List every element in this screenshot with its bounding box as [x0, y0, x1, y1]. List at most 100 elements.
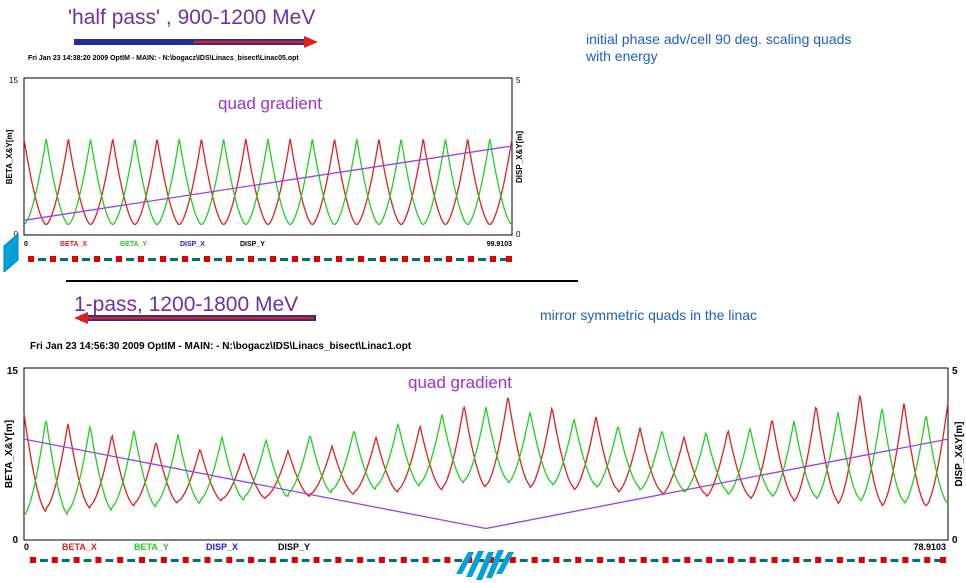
bottom-quad-gradient-annotation: quad gradient — [408, 373, 512, 392]
drift-segment — [236, 559, 245, 562]
top-note-line1: initial phase adv/cell 90 deg. scaling q… — [586, 31, 852, 47]
quad-magnet-icon — [248, 557, 255, 563]
quad-magnet-icon — [182, 557, 189, 563]
drift-segment — [541, 559, 550, 562]
drift-segment — [82, 258, 90, 261]
drift-segment — [434, 258, 442, 261]
bottom-note: mirror symmetric quads in the linac — [540, 307, 758, 323]
drift-segment — [104, 258, 112, 261]
quad-magnet-icon — [400, 557, 407, 563]
quad-magnet-icon — [793, 557, 800, 563]
quad-magnet-icon — [291, 557, 298, 563]
quad-magnet-icon — [618, 557, 625, 563]
series-beta-x — [23, 137, 513, 226]
drift-segment — [345, 559, 354, 562]
drift-segment — [127, 559, 136, 562]
drift-segment — [367, 559, 375, 562]
quad-magnet-icon — [662, 557, 669, 563]
drift-segment — [500, 258, 508, 261]
quad-magnet-icon — [490, 256, 496, 262]
drift-segment — [38, 258, 46, 261]
quad-magnet-icon — [575, 557, 582, 563]
drift-segment — [236, 258, 244, 261]
quad-magnet-icon — [727, 557, 734, 563]
drift-segment — [868, 559, 877, 562]
drift-segment — [214, 559, 223, 562]
bottom-optics-chart: 15 0 5 0 BETA_X&Y[m] DISP_X&Y[m] 0 78.91… — [4, 366, 965, 580]
top-y-left-tick-max: 15 — [9, 76, 18, 85]
quad-magnet-icon — [313, 557, 320, 563]
drift-segment — [803, 559, 812, 562]
drift-segment — [170, 559, 179, 562]
quad-magnet-icon — [204, 256, 210, 262]
series-beta-x — [23, 395, 949, 513]
quad-magnet-icon — [924, 557, 931, 563]
drift-segment — [368, 258, 376, 261]
drift-segment — [846, 559, 855, 562]
series-beta-y — [23, 406, 949, 516]
bottom-y-left-tick-min: 0 — [12, 535, 18, 546]
quad-magnet-icon — [138, 256, 144, 262]
drift-segment — [476, 559, 484, 562]
quad-magnet-icon — [506, 256, 512, 262]
quad-magnet-icon — [73, 557, 80, 563]
quad-magnet-icon — [402, 256, 408, 262]
quad-magnet-icon — [160, 256, 166, 262]
drift-segment — [388, 559, 397, 562]
bottom-legend-disp-y: DISP_Y — [278, 542, 310, 552]
drift-segment — [410, 559, 419, 562]
drift-segment — [324, 258, 332, 261]
quad-magnet-icon — [858, 557, 865, 563]
bottom-y-left-tick-max: 15 — [7, 366, 19, 377]
drift-segment — [585, 559, 594, 562]
series-beta-y — [23, 137, 513, 226]
quad-magnet-icon — [116, 256, 122, 262]
direction-arrow-bottom — [74, 312, 316, 324]
drift-segment — [912, 559, 921, 562]
bottom-legend-disp-x: DISP_X — [206, 542, 238, 552]
top-y-left-label: BETA_X&Y[m] — [5, 129, 14, 184]
quad-magnet-icon — [51, 557, 58, 563]
top-y-left-tick-min: 0 — [14, 230, 19, 239]
top-legend-beta-x: BETA_X — [60, 241, 87, 248]
quad-magnet-icon — [292, 256, 298, 262]
quad-magnet-icon — [50, 256, 56, 262]
drift-segment — [412, 258, 420, 261]
quad-magnet-icon — [531, 557, 538, 563]
drift-segment — [61, 559, 70, 562]
bottom-title: 1-pass, 1200-1800 MeV — [74, 293, 299, 316]
quad-magnet-icon — [444, 557, 451, 563]
quad-magnet-icon — [204, 557, 211, 563]
quad-magnet-icon — [314, 256, 320, 262]
drift-segment — [280, 258, 288, 261]
top-quad-gradient-annotation: quad gradient — [218, 94, 322, 113]
drift-segment — [390, 258, 398, 261]
quad-magnet-icon — [684, 557, 691, 563]
quad-magnet-icon — [509, 557, 516, 563]
arrow-head-right-icon — [304, 36, 318, 48]
drift-segment — [40, 559, 48, 562]
drift-segment — [302, 258, 310, 261]
quad-magnet-icon — [28, 256, 34, 262]
section-divider — [66, 280, 578, 282]
quad-magnet-icon — [380, 256, 386, 262]
bottom-x-tick-end: 78.9103 — [913, 542, 946, 552]
quad-magnet-icon — [336, 256, 342, 262]
quad-magnet-icon — [95, 557, 102, 563]
drift-segment — [323, 559, 332, 562]
quad-magnet-icon — [771, 557, 778, 563]
quad-magnet-icon — [182, 256, 188, 262]
drift-segment — [759, 559, 768, 562]
bottom-plot-frame — [23, 367, 949, 541]
drift-segment — [192, 258, 200, 261]
quad-magnet-icon — [139, 557, 146, 563]
quad-magnet-icon — [160, 557, 167, 563]
drift-segment — [432, 559, 441, 562]
top-legend-disp-x: DISP_X — [180, 241, 205, 248]
quad-magnet-icon — [226, 256, 232, 262]
quad-magnet-icon — [269, 557, 276, 563]
quad-magnet-icon — [226, 557, 233, 563]
drift-segment — [170, 258, 178, 261]
quad-magnet-icon — [422, 557, 429, 563]
drift-segment — [126, 258, 134, 261]
